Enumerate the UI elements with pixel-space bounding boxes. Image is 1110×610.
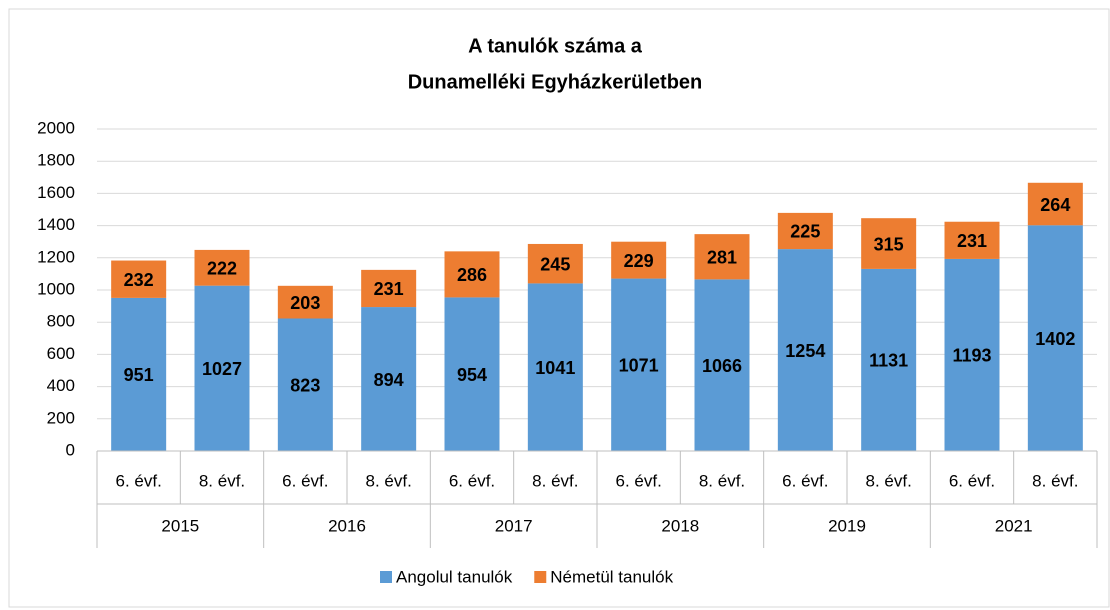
value-label: 286 — [457, 265, 487, 285]
value-label: 951 — [124, 365, 154, 385]
bar-segment — [1027, 225, 1083, 451]
bar-segment — [111, 260, 167, 298]
y-tick-label: 800 — [47, 312, 75, 331]
value-label: 225 — [790, 222, 820, 242]
group-label: 2016 — [328, 516, 366, 535]
bar-segment — [777, 249, 833, 451]
value-label: 954 — [457, 365, 487, 385]
group-label: 2019 — [828, 516, 866, 535]
chart-title: A tanulók száma a — [468, 35, 643, 57]
y-tick-label: 1400 — [37, 215, 75, 234]
y-tick-label: 1600 — [37, 183, 75, 202]
bar-segment — [1027, 182, 1083, 226]
y-tick-label: 0 — [66, 440, 75, 459]
value-label: 231 — [957, 231, 987, 251]
x-tick-label: 8. évf. — [866, 471, 912, 490]
bar-segment — [361, 269, 417, 308]
chart-title: Dunamelléki Egyházkerületben — [408, 71, 703, 93]
x-tick-label: 8. évf. — [699, 471, 745, 490]
y-tick-label: 400 — [47, 376, 75, 395]
value-label: 245 — [540, 254, 570, 274]
value-label: 1402 — [1035, 329, 1075, 349]
legend-label: Németül tanulók — [550, 567, 673, 586]
bar-segment — [944, 221, 1000, 259]
x-tick-label: 8. évf. — [199, 471, 245, 490]
bar-segment — [111, 297, 167, 451]
bar-segment — [527, 243, 583, 284]
y-tick-label: 1000 — [37, 279, 75, 298]
bar-segment — [694, 234, 750, 280]
bar-segment — [361, 307, 417, 451]
bar-segment — [194, 249, 250, 286]
bar-segment — [694, 279, 750, 451]
value-label: 1131 — [869, 351, 908, 371]
bar-segment — [944, 258, 1000, 451]
value-label: 894 — [374, 370, 404, 390]
bar-segment — [277, 318, 333, 451]
legend-swatch — [534, 571, 547, 583]
y-tick-label: 200 — [47, 408, 75, 427]
bar-segment — [861, 268, 917, 451]
value-label: 1193 — [952, 346, 991, 366]
bar-segment — [194, 285, 250, 451]
x-tick-label: 6. évf. — [282, 471, 328, 490]
y-tick-label: 2000 — [37, 118, 75, 137]
bar-segment — [777, 212, 833, 250]
group-label: 2021 — [995, 516, 1033, 535]
value-label: 1041 — [535, 358, 575, 378]
group-label: 2017 — [495, 516, 533, 535]
x-tick-label: 8. évf. — [1032, 471, 1078, 490]
x-tick-label: 6. évf. — [616, 471, 662, 490]
legend-swatch — [380, 571, 392, 583]
group-label: 2018 — [661, 516, 699, 535]
value-label: 1027 — [202, 359, 242, 379]
bar-segment — [611, 278, 667, 451]
bar-segment — [527, 283, 583, 451]
legend-label: Angolul tanulók — [396, 567, 513, 586]
y-tick-label: 1800 — [37, 151, 75, 170]
value-label: 1254 — [785, 341, 825, 361]
bar-segment — [611, 241, 667, 279]
value-label: 281 — [707, 248, 737, 268]
value-label: 1071 — [619, 356, 659, 376]
value-label: 823 — [290, 375, 320, 395]
value-label: 222 — [207, 259, 237, 279]
y-tick-label: 1200 — [37, 247, 75, 266]
value-label: 203 — [290, 293, 320, 313]
x-tick-label: 6. évf. — [116, 471, 162, 490]
value-label: 315 — [874, 234, 904, 254]
bar-segment — [861, 218, 917, 269]
bar-segment — [444, 251, 500, 298]
x-tick-label: 8. évf. — [532, 471, 578, 490]
bar-segment — [444, 297, 500, 451]
x-tick-label: 8. évf. — [366, 471, 412, 490]
x-tick-label: 6. évf. — [449, 471, 495, 490]
value-label: 264 — [1040, 195, 1070, 215]
y-tick-label: 600 — [47, 344, 75, 363]
x-tick-label: 6. évf. — [949, 471, 995, 490]
value-label: 1066 — [702, 356, 742, 376]
x-tick-label: 6. évf. — [782, 471, 828, 490]
value-label: 232 — [124, 270, 154, 290]
value-label: 231 — [374, 279, 404, 299]
group-label: 2015 — [161, 516, 199, 535]
bar-segment — [277, 285, 333, 319]
value-label: 229 — [624, 251, 654, 271]
